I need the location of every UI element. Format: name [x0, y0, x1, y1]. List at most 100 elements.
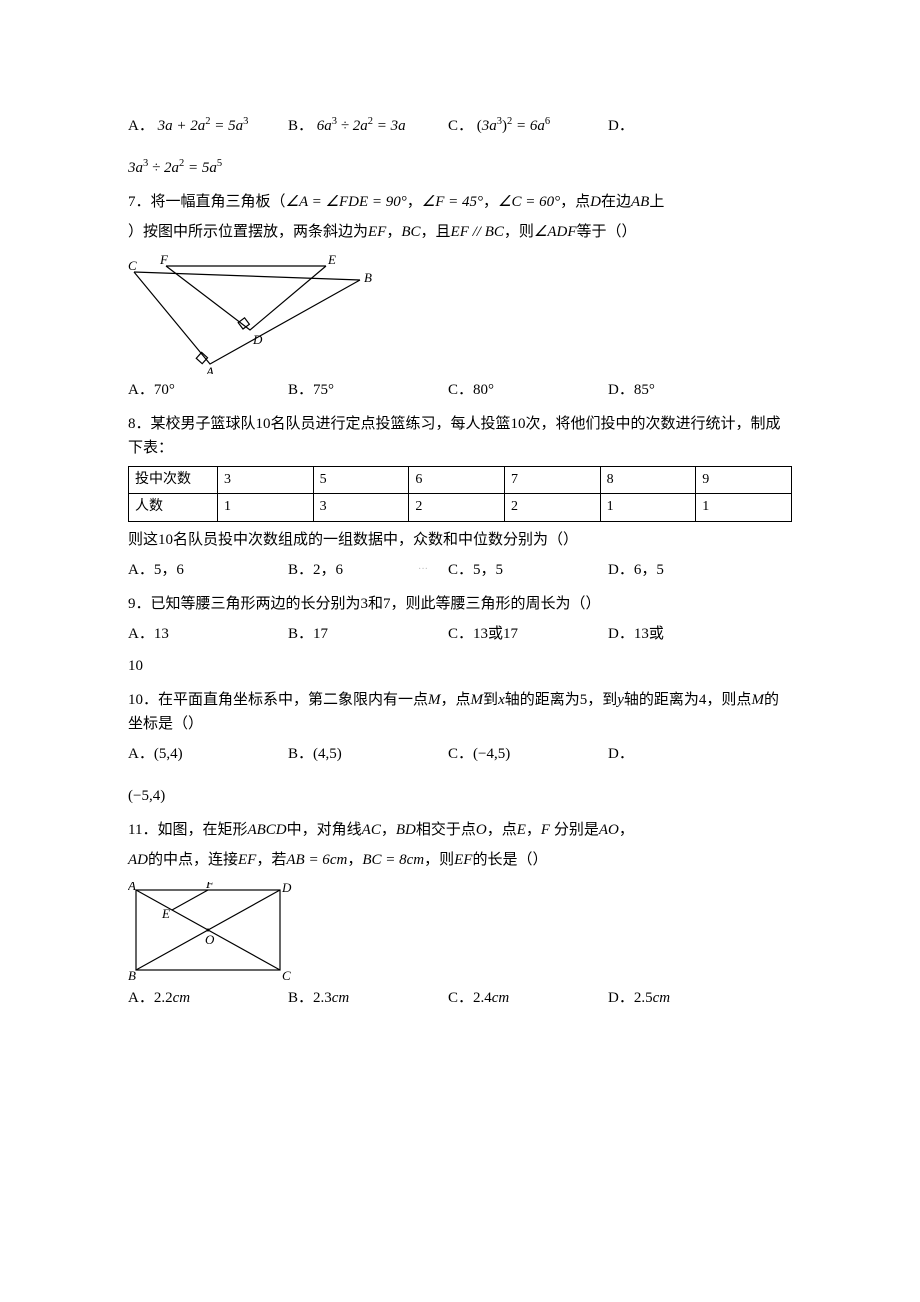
q6-option-c: C． (3a3)2 = 6a6	[448, 114, 608, 138]
q7-options: A．70° B．75° C．80° D．85°	[128, 378, 792, 402]
cell: 投中次数	[129, 467, 218, 494]
svg-text:A: A	[128, 882, 136, 893]
q7-stem-2: ）按图中所示位置摆放，两条斜边为EF，BC，且EF // BC，则∠ADF等于（…	[128, 220, 792, 244]
math: AB	[631, 194, 649, 210]
math: AD	[128, 852, 148, 868]
text: ）按图中所示位置摆放，两条斜边为	[128, 224, 368, 240]
math: ∠ADF	[534, 224, 577, 240]
q10-option-d-cont: (−5,4)	[128, 784, 768, 808]
opt-math: 3a3 ÷ 2a2 = 5a5	[128, 160, 222, 176]
text: ，	[347, 852, 362, 868]
table-row: 人数 1 3 2 2 1 1	[129, 494, 792, 521]
q9-stem: 9．已知等腰三角形两边的长分别为3和7，则此等腰三角形的周长为（）	[128, 592, 792, 616]
text: 的长是（）	[472, 852, 547, 868]
q7-option-c: C．80°	[448, 378, 608, 402]
text: 如图，在矩形	[157, 822, 247, 838]
text: ，	[483, 194, 498, 210]
text: 中，对角线	[287, 822, 362, 838]
q9-option-d: D．13或	[608, 622, 768, 646]
math: EF	[368, 224, 386, 240]
text: ，	[381, 822, 396, 838]
text: ，则	[424, 852, 454, 868]
q11-stem: 11．如图，在矩形ABCD中，对角线AC，BD相交于点O，点E，F 分别是AO，	[128, 818, 792, 842]
text: D．2.5cm	[608, 990, 670, 1006]
q-number: 10．	[128, 692, 158, 708]
q7-option-d: D．85°	[608, 378, 768, 402]
q7-option-b: B．75°	[288, 378, 448, 402]
triangle-diagram: C F E B D A	[128, 254, 378, 374]
svg-text:D: D	[281, 882, 292, 895]
q9-options: A．13 B．17 C．13或17 D．13或 10	[128, 622, 792, 678]
q11-option-b: B．2.3cm	[288, 986, 448, 1010]
math: O	[476, 822, 487, 838]
q8-stem: 8．某校男子篮球队10名队员进行定点投篮练习，每人投篮10次，将他们投中的次数进…	[128, 412, 792, 460]
svg-text:O: O	[205, 932, 215, 947]
text: 分别是	[550, 822, 599, 838]
cell: 9	[696, 467, 792, 494]
q8-table: 投中次数 3 5 6 7 8 9 人数 1 3 2 2 1 1	[128, 466, 792, 522]
text: A．2.2cm	[128, 990, 190, 1006]
opt-label: D．	[608, 746, 634, 762]
q9-option-a: A．13	[128, 622, 288, 646]
text: 将一幅直角三角板（	[151, 194, 286, 210]
svg-text:A: A	[205, 364, 214, 374]
cell: 1	[696, 494, 792, 521]
q11-option-c: C．2.4cm	[448, 986, 608, 1010]
opt-label: B．	[288, 746, 313, 762]
opt-label: C．	[448, 746, 473, 762]
opt-label: D．	[608, 118, 634, 134]
math: BD	[396, 822, 416, 838]
math: AO	[599, 822, 619, 838]
rectangle-diagram: A F D E O B C	[128, 882, 298, 982]
math: BC	[401, 224, 420, 240]
text: 某校男子篮球队10名队员进行定点投篮练习，每人投篮10次，将他们投中的次数进行统…	[128, 416, 781, 456]
q11-option-d: D．2.5cm	[608, 986, 768, 1010]
math: ∠C = 60°	[498, 194, 560, 210]
table-row: 投中次数 3 5 6 7 8 9	[129, 467, 792, 494]
math: ABCD	[247, 822, 286, 838]
text: 相交于点	[416, 822, 476, 838]
text: 轴的距离为5，到	[505, 692, 618, 708]
cell: 人数	[129, 494, 218, 521]
text: 在平面直角坐标系中，第二象限内有一点	[158, 692, 428, 708]
text: 已知等腰三角形两边的长分别为3和7，则此等腰三角形的周长为（）	[151, 596, 601, 612]
q-number: 11．	[128, 822, 157, 838]
watermark-icon: ···	[418, 562, 428, 578]
cell: 5	[313, 467, 409, 494]
svg-text:C: C	[282, 968, 291, 982]
cell: 1	[218, 494, 314, 521]
q6-option-d: D．	[608, 114, 768, 138]
cell: 3	[218, 467, 314, 494]
cell: 2	[504, 494, 600, 521]
q11-options: A．2.2cm B．2.3cm C．2.4cm D．2.5cm	[128, 986, 792, 1010]
math: x	[498, 692, 505, 708]
text: 在边	[601, 194, 631, 210]
q8-option-c: C．5，5	[448, 558, 608, 582]
q6-options: A． 3a + 2a2 = 5a3 B． 6a3 ÷ 2a2 = 3a C． (…	[128, 114, 792, 180]
math: EF // BC	[451, 224, 504, 240]
math: AB = 6cm	[286, 852, 347, 868]
exam-page: A． 3a + 2a2 = 5a3 B． 6a3 ÷ 2a2 = 3a C． (…	[0, 0, 920, 1302]
math: EF	[454, 852, 472, 868]
cell: 2	[409, 494, 505, 521]
text: 的中点，连接	[148, 852, 238, 868]
math: F	[541, 822, 550, 838]
opt-math: (−5,4)	[128, 788, 165, 804]
q6-option-a: A． 3a + 2a2 = 5a3	[128, 114, 288, 138]
q8-stem2: 则这10名队员投中次数组成的一组数据中，众数和中位数分别为（）	[128, 528, 792, 552]
opt-label: A．	[128, 746, 154, 762]
math: BC = 8cm	[362, 852, 424, 868]
text: ，点	[487, 822, 517, 838]
opt-math: (5,4)	[154, 746, 183, 762]
text: ，点	[441, 692, 471, 708]
svg-text:E: E	[161, 906, 170, 921]
text: B．2.3cm	[288, 990, 349, 1006]
text: 等于（）	[577, 224, 637, 240]
svg-text:D: D	[252, 332, 263, 347]
svg-text:F: F	[159, 254, 169, 267]
opt-math: 3a + 2a2 = 5a3	[158, 118, 249, 134]
cell: 7	[504, 467, 600, 494]
text: ，	[386, 224, 401, 240]
q10-stem: 10．在平面直角坐标系中，第二象限内有一点M，点M到x轴的距离为5，到y轴的距离…	[128, 688, 792, 736]
text: 上	[649, 194, 664, 210]
